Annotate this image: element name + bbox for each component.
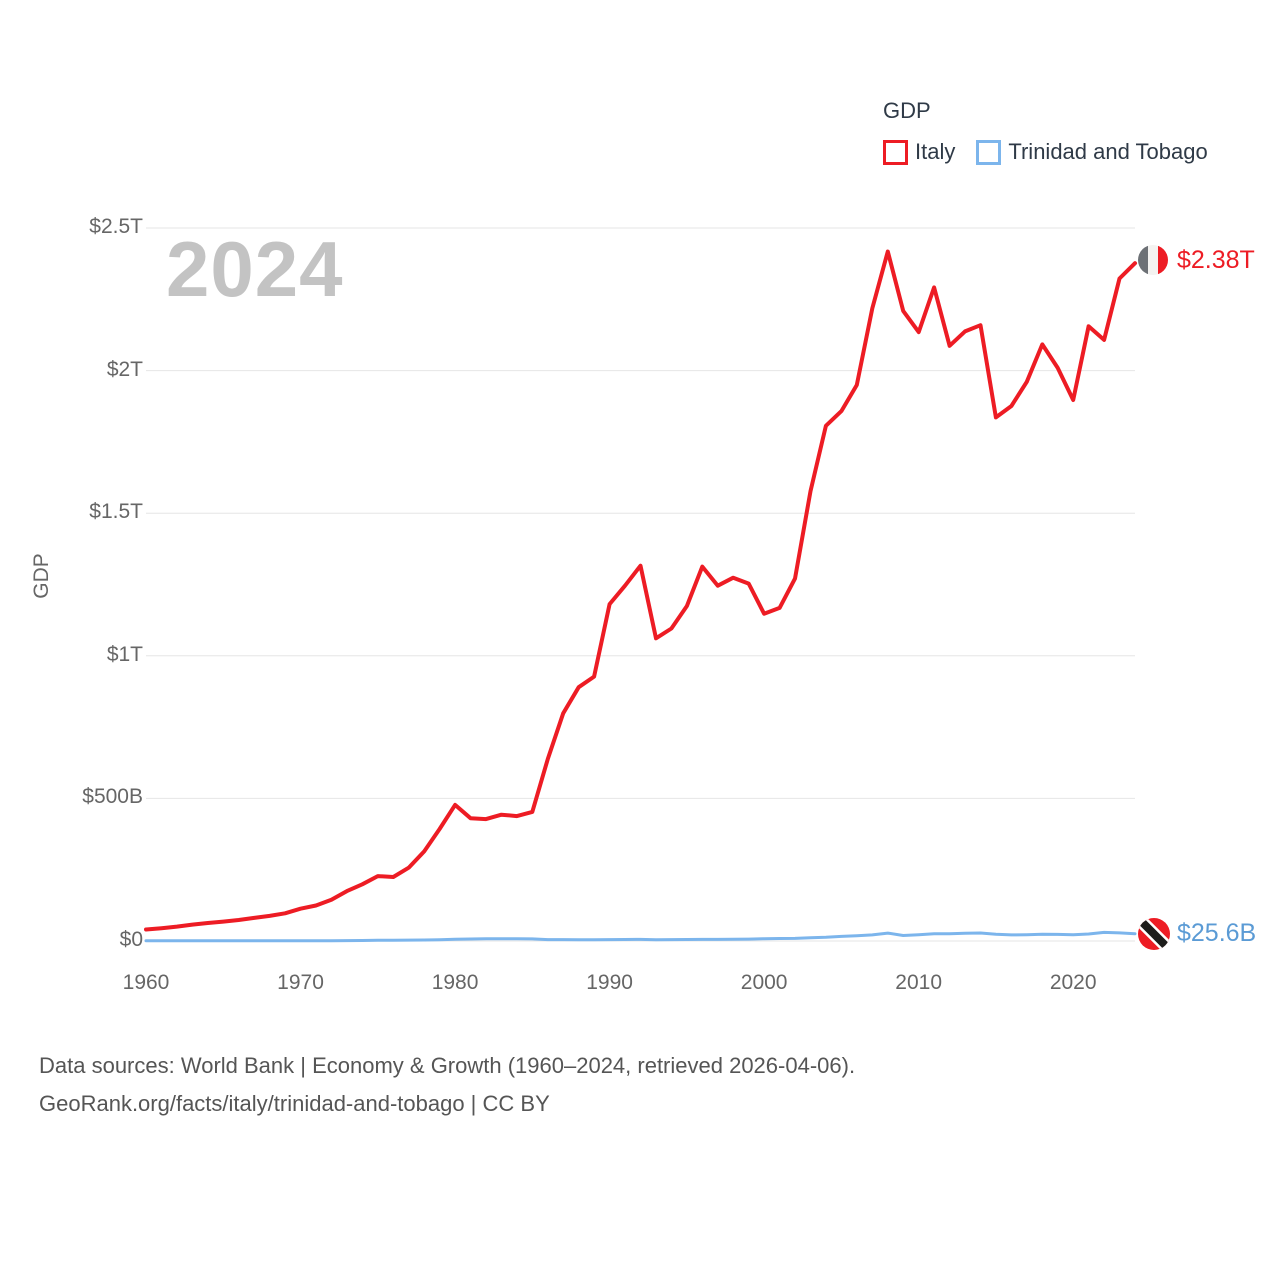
x-axis-tick-label: 1960 bbox=[122, 971, 170, 994]
source-url-line: GeoRank.org/facts/italy/trinidad-and-tob… bbox=[39, 1091, 550, 1116]
x-axis-tick-label: 1990 bbox=[586, 971, 633, 994]
y-axis-tick-label: $1T bbox=[106, 642, 143, 666]
y-axis-tick-label: $2.5T bbox=[89, 215, 143, 238]
y-axis-tick-label: $1.5T bbox=[89, 500, 143, 524]
legend-title: GDP bbox=[883, 98, 931, 123]
attribution-footer: Data sources: World Bank | Economy & Gro… bbox=[39, 1047, 855, 1123]
y-axis-tick-label: $2T bbox=[106, 357, 143, 381]
trinidad-and-tobago-end-value-label: $25.6B bbox=[1177, 919, 1257, 947]
x-axis-tick-label: 2020 bbox=[1049, 971, 1097, 994]
x-axis-tick-label: 1980 bbox=[431, 971, 479, 994]
italy-end-value-label: $2.38T bbox=[1177, 246, 1255, 274]
y-axis-tick-label: $500B bbox=[82, 785, 143, 809]
trinidad-and-tobago-series-swatch-icon bbox=[976, 139, 1002, 165]
y-axis-tick-label: $0 bbox=[119, 928, 143, 951]
x-axis-tick-label: 2010 bbox=[895, 971, 943, 994]
trinidad-and-tobago-line bbox=[144, 930, 1137, 943]
legend-item-italy[interactable]: Italy bbox=[883, 139, 955, 165]
y-axis-title: GDP bbox=[30, 553, 53, 599]
chart-legend: GDP Italy Trinidad and Tobago bbox=[883, 98, 1229, 165]
data-sources-line: Data sources: World Bank | Economy & Gro… bbox=[39, 1053, 856, 1078]
year-watermark: 2024 bbox=[166, 225, 344, 313]
italy-series-swatch-icon bbox=[883, 139, 908, 165]
legend-item-label: Italy bbox=[915, 139, 956, 164]
legend-item-label: Trinidad and Tobago bbox=[1008, 139, 1208, 164]
trinidad-and-tobago-flag-icon bbox=[1138, 918, 1170, 950]
italy-flag-icon bbox=[1138, 245, 1168, 275]
x-axis-tick-label: 1970 bbox=[277, 971, 324, 994]
legend-items: Italy Trinidad and Tobago bbox=[883, 139, 1229, 165]
legend-item-trinidad-and-tobago[interactable]: Trinidad and Tobago bbox=[976, 139, 1208, 165]
x-axis-tick-label: 2000 bbox=[740, 971, 788, 994]
italy-line bbox=[144, 249, 1137, 932]
